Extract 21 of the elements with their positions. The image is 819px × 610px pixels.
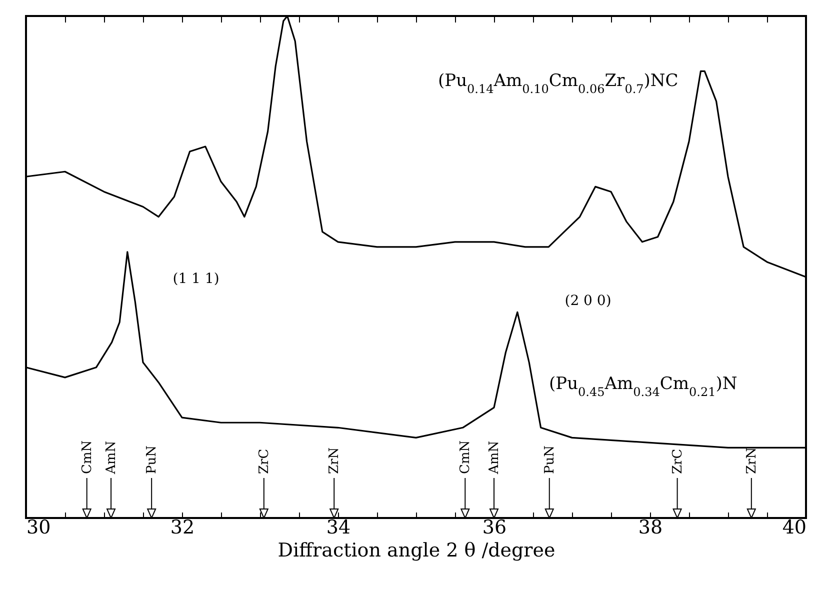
x-tick-label: 38 bbox=[638, 516, 663, 538]
series-label: (Pu$_{0.45}$Am$_{0.34}$Cm$_{0.21}$)N bbox=[549, 374, 738, 399]
ref-line-label: PuN bbox=[144, 446, 160, 474]
ref-line-label: CmN bbox=[458, 440, 474, 474]
ref-line-label: AmN bbox=[104, 440, 120, 475]
text: (Pu$_{0.14}$Am$_{0.10}$Cm$_{0.06}$Zr$_{0.7}$)NC bbox=[438, 71, 678, 96]
x-axis-title: Diffraction angle 2 θ /degree bbox=[278, 540, 556, 562]
x-tick-label: 32 bbox=[170, 516, 195, 538]
ref-line-label: CmN bbox=[80, 440, 95, 474]
x-tick-label: 36 bbox=[482, 516, 507, 538]
ref-line-label: AmN bbox=[487, 440, 502, 475]
ref-line-label: PuN bbox=[542, 446, 558, 474]
x-tick-label: 34 bbox=[326, 516, 351, 538]
ref-line-label: ZrC bbox=[256, 448, 272, 474]
ref-line-label: ZrC bbox=[670, 448, 686, 474]
annotation: (2 0 0) bbox=[564, 293, 612, 309]
x-tick-label: 30 bbox=[26, 516, 51, 538]
x-tick-label: 40 bbox=[782, 516, 806, 538]
annotation: (1 1 1) bbox=[172, 271, 220, 287]
ref-line-label: ZrN bbox=[744, 447, 760, 474]
ref-line-label: ZrN bbox=[327, 447, 342, 474]
